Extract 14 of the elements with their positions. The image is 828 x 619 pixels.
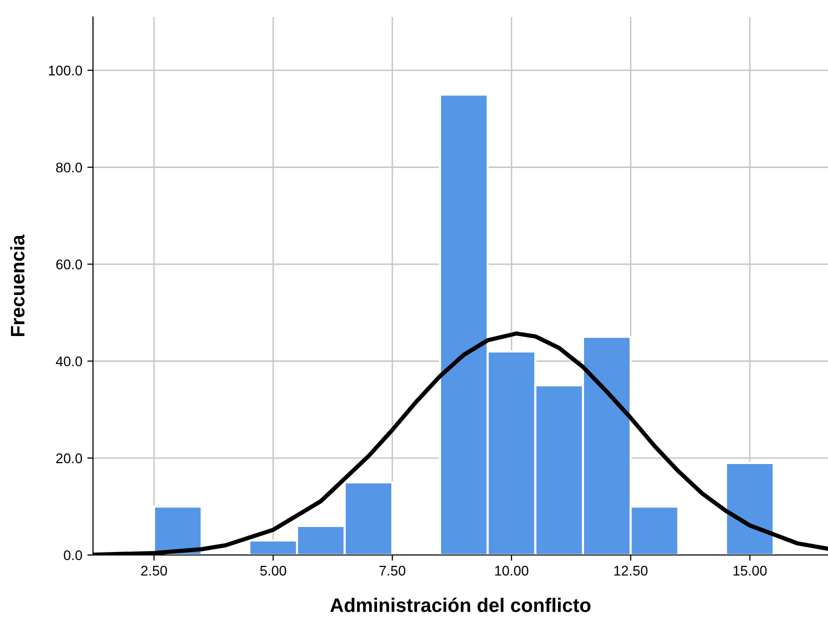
y-tick-label: 40.0: [56, 356, 82, 366]
y-tick-label: 60.0: [56, 260, 82, 270]
y-axis-title: Frecuencia: [10, 234, 25, 336]
y-tick-label: 0.0: [64, 550, 82, 560]
y-tick-label: 80.0: [56, 162, 82, 172]
x-tick-label: 10.00: [495, 566, 528, 576]
x-axis-title: Administración del conflicto: [330, 598, 590, 612]
x-tick-label: 15.00: [734, 566, 767, 576]
x-tick-label: 12.50: [614, 566, 648, 576]
x-tick-label: 5.00: [260, 566, 286, 576]
y-tick-label: 20.0: [56, 453, 82, 464]
x-tick-label: 7.50: [380, 566, 406, 576]
x-tick-label: 2.50: [141, 566, 167, 576]
y-tick-label: 100.0: [48, 66, 82, 76]
